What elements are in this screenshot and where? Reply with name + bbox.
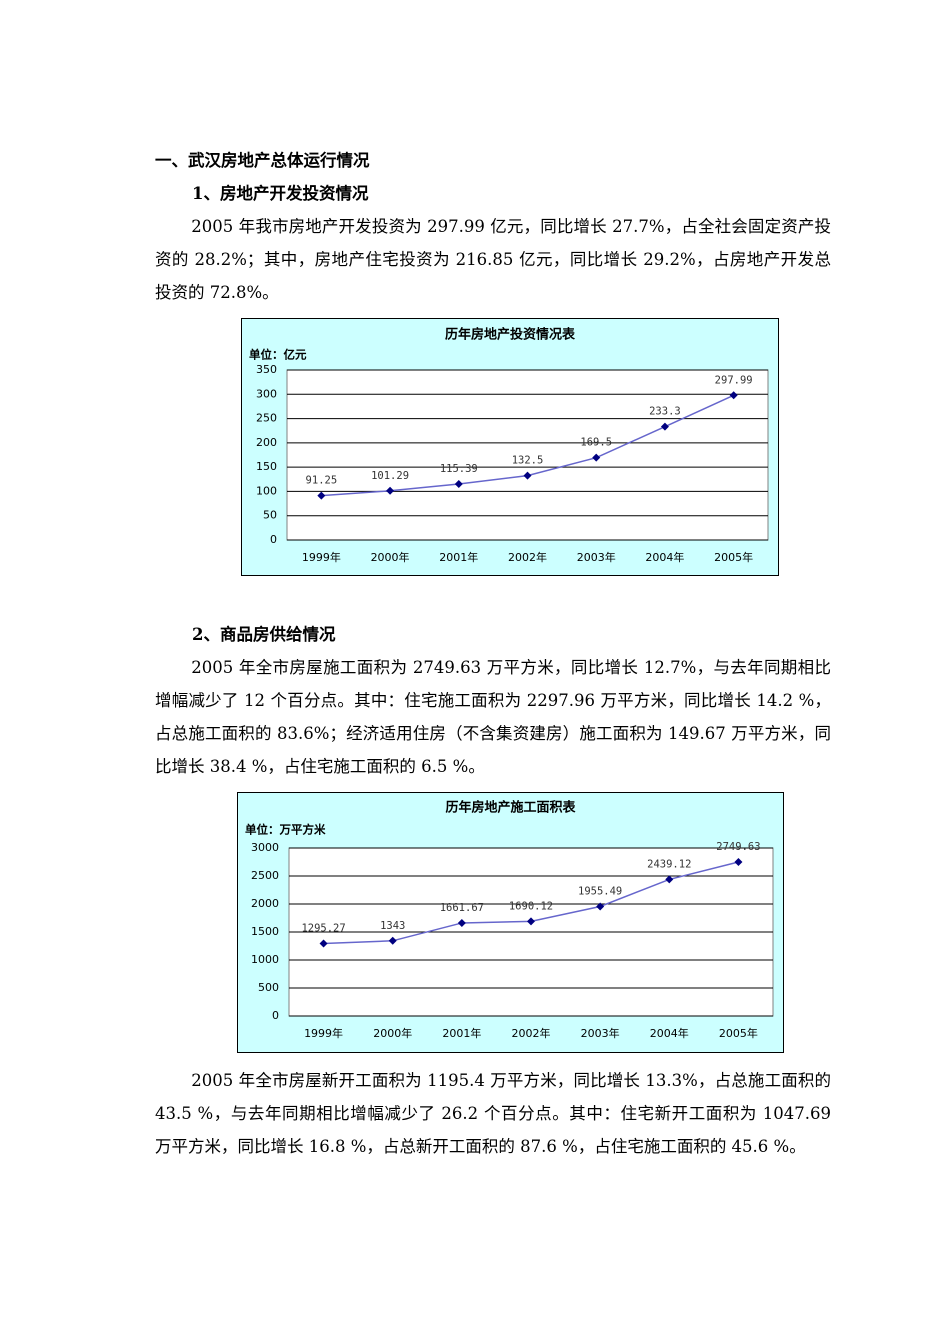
data-label: 2439.12 <box>647 858 691 870</box>
data-label: 1343 <box>380 920 405 932</box>
heading: 一、武汉房地产总体运行情况 <box>155 151 370 170</box>
chart-title: 历年房地产施工面积表 <box>445 800 576 816</box>
marker <box>596 902 605 911</box>
data-label: 101.29 <box>371 470 409 482</box>
data-label: 115.39 <box>440 463 478 475</box>
x-tick-label: 2002年 <box>512 1026 551 1040</box>
data-label: 2749.63 <box>716 841 760 853</box>
data-label: 1690.12 <box>509 900 553 912</box>
y-tick-label: 2000 <box>251 897 279 910</box>
x-tick-label: 1999年 <box>304 1026 343 1040</box>
y-tick-label: 250 <box>256 412 277 425</box>
section-title: 2、商品房供给情况 <box>192 625 336 644</box>
y-tick-label: 2500 <box>251 869 279 882</box>
marker <box>592 453 601 462</box>
y-tick-label: 0 <box>270 533 277 546</box>
y-axis-label: 单位：万平方米 <box>245 823 326 837</box>
y-tick-label: 100 <box>256 484 277 497</box>
y-tick-label: 50 <box>263 509 277 522</box>
y-tick-label: 0 <box>272 1009 279 1022</box>
x-tick-label: 2000年 <box>373 1026 412 1040</box>
x-tick-label: 2005年 <box>719 1026 758 1040</box>
data-label: 1295.27 <box>301 922 345 934</box>
marker <box>386 486 395 495</box>
y-tick-label: 1500 <box>251 925 279 938</box>
marker <box>660 422 669 431</box>
x-tick-label: 2000年 <box>371 550 410 564</box>
y-tick-label: 350 <box>256 363 277 376</box>
data-label: 297.99 <box>715 374 753 386</box>
y-tick-label: 500 <box>258 981 279 994</box>
marker <box>457 918 466 927</box>
marker <box>454 479 463 488</box>
marker <box>523 471 532 480</box>
x-tick-label: 2004年 <box>650 1026 689 1040</box>
x-tick-label: 2004年 <box>645 550 684 564</box>
marker <box>388 936 397 945</box>
paragraph: 2005 年全市房屋施工面积为 2749.63 万平方米，同比增长 12.7%，… <box>155 658 831 776</box>
marker <box>665 875 674 884</box>
x-tick-label: 2003年 <box>577 550 616 564</box>
marker <box>527 917 535 926</box>
paragraph: 2005 年我市房地产开发投资为 297.99 亿元，同比增长 27.7%，占全… <box>155 217 831 302</box>
plot-area <box>286 369 769 541</box>
data-label: 132.5 <box>512 455 544 467</box>
x-tick-label: 1999年 <box>302 550 341 564</box>
y-tick-label: 200 <box>256 436 277 449</box>
data-label: 1955.49 <box>578 885 622 897</box>
x-tick-label: 2003年 <box>581 1026 620 1040</box>
x-tick-label: 2001年 <box>439 550 478 564</box>
marker <box>729 391 738 400</box>
x-tick-label: 2002年 <box>508 550 547 564</box>
y-tick-label: 1000 <box>251 953 279 966</box>
data-label: 1661.67 <box>440 902 484 914</box>
y-axis-label: 单位：亿元 <box>249 348 307 362</box>
chart-title: 历年房地产投资情况表 <box>445 327 576 343</box>
y-tick-label: 3000 <box>251 841 279 854</box>
y-tick-label: 150 <box>256 460 277 473</box>
marker <box>319 939 328 948</box>
marker <box>734 858 743 867</box>
paragraph: 2005 年全市房屋新开工面积为 1195.4 万平方米，同比增长 13.3%，… <box>155 1071 831 1156</box>
marker <box>317 491 326 500</box>
data-label: 91.25 <box>306 475 338 487</box>
x-tick-label: 2005年 <box>714 550 753 564</box>
x-tick-label: 2001年 <box>442 1026 481 1040</box>
section-title: 1、房地产开发投资情况 <box>192 184 369 203</box>
data-label: 169.5 <box>580 437 612 449</box>
y-tick-label: 300 <box>256 387 277 400</box>
data-label: 233.3 <box>649 406 681 418</box>
